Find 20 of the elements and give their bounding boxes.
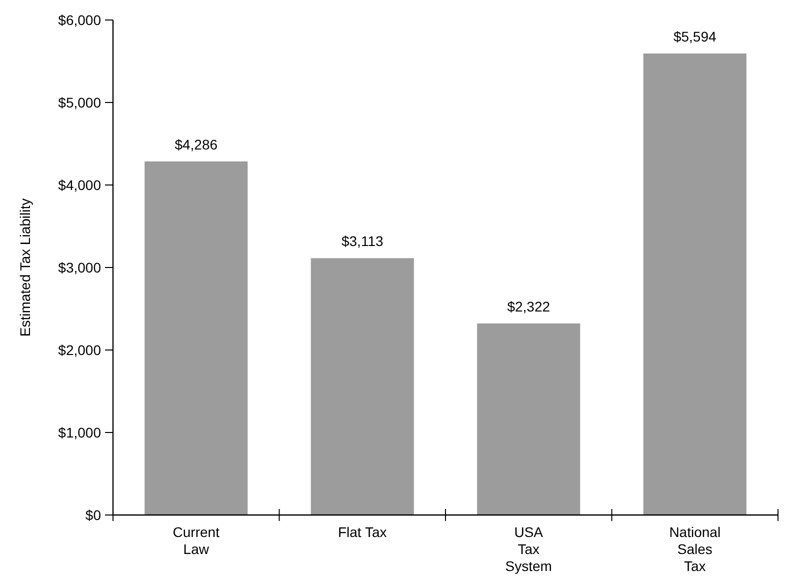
y-tick-label: $6,000 <box>58 12 102 28</box>
y-tick-label: $3,000 <box>58 259 102 276</box>
x-tick-label: National Sales Tax <box>669 524 721 574</box>
data-label: $5,594 <box>673 28 716 44</box>
data-label: $3,113 <box>341 233 384 250</box>
x-tick-label: Current Law <box>172 524 220 557</box>
data-label: $4,286 <box>174 136 218 152</box>
bar <box>643 53 746 515</box>
bar <box>310 258 414 515</box>
y-axis-title: Estimated Tax Liability <box>17 198 33 337</box>
data-label: $2,322 <box>507 298 550 314</box>
y-tick-label: $2,000 <box>58 342 102 358</box>
bar <box>144 161 248 515</box>
y-tick-label: $1,000 <box>58 424 102 440</box>
x-tick-label: Flat Tax <box>338 524 387 540</box>
bar <box>477 323 580 515</box>
y-tick-label: $5,000 <box>58 94 102 110</box>
y-tick-label: $4,000 <box>58 176 102 193</box>
y-tick-label: $0 <box>85 506 102 523</box>
x-tick-label: USA Tax System <box>505 524 552 574</box>
